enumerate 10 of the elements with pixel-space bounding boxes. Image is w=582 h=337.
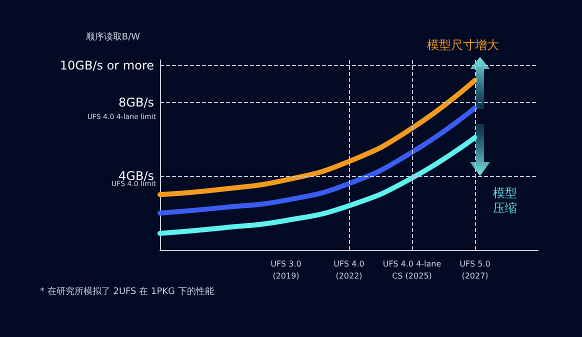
y-tick-label: 8GB/s: [118, 95, 154, 110]
annotation: 模型尺寸增大: [427, 38, 499, 53]
x-tick-label: UFS 3.0 (2019): [270, 260, 302, 280]
y-tick-label: 10GB/s or more: [60, 58, 154, 73]
x-tick-label: UFS 4.0 (2022): [334, 260, 364, 280]
x-tick-label: UFS 4.0 4-lane CS (2025): [382, 260, 442, 280]
annotation: 模型压缩: [493, 186, 518, 216]
x-tick-label: UFS 5.0 (2027): [460, 260, 490, 280]
y-axis-title: 顺序读取B/W: [86, 32, 140, 42]
text: * 在研究所模拟了 2UFS 在 1PKG 下的性能: [40, 287, 214, 298]
